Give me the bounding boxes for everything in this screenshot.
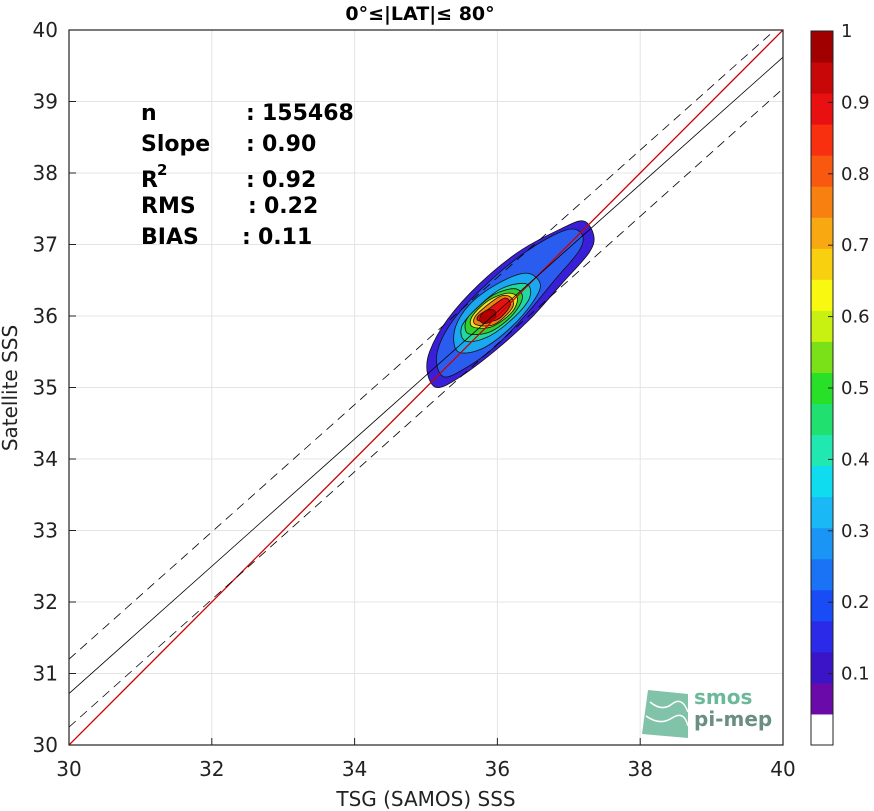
logo-wave (649, 700, 689, 713)
y-tick-label: 36 (33, 304, 58, 328)
colorbar-label: 1 (841, 21, 852, 42)
x-tick-label: 38 (627, 757, 652, 781)
colorbar-label: 0.9 (841, 92, 870, 113)
x-tick-label: 40 (770, 757, 795, 781)
colorbar-label: 0.7 (841, 235, 870, 256)
stat-key: Slope (141, 132, 210, 157)
x-tick-label: 30 (56, 757, 81, 781)
line-regression (69, 56, 783, 694)
colorbar-segment (811, 93, 833, 125)
chart-title: 0°≤|LAT|≤ 80° (345, 3, 494, 25)
colorbar-label: 0.5 (841, 378, 870, 399)
colorbar-segment (811, 372, 833, 405)
colorbar-label: 0.8 (841, 164, 870, 185)
colorbar-segment (811, 558, 833, 591)
logo-wave (645, 714, 689, 727)
line-regression-lower (69, 88, 783, 728)
colorbar-segment (811, 496, 833, 529)
y-axis-label: Satellite SSS (0, 325, 22, 451)
x-axis-ticks: 30 32 34 36 38 40 (56, 738, 796, 781)
colorbar-segment (811, 527, 833, 560)
colorbar-segment (811, 589, 833, 622)
line-one-to-one (69, 30, 783, 745)
logo-mark (642, 690, 688, 738)
y-tick-label: 38 (33, 161, 58, 185)
colorbar: 1 0.9 0.8 0.7 0.6 0.5 0.4 0.3 0.2 0.1 (810, 21, 870, 746)
colorbar-segment (811, 248, 833, 280)
line-regression-upper (69, 30, 776, 660)
colorbar-segment (811, 124, 833, 156)
colorbar-segment (811, 465, 833, 498)
colorbar-segment (811, 155, 833, 187)
colorbar-segment (811, 186, 833, 218)
y-axis-ticks: 30 31 32 33 34 35 36 37 38 39 40 (33, 18, 76, 757)
stat-value: 0.90 (262, 132, 316, 157)
stat-key: R (141, 168, 158, 193)
colorbar-segment (811, 682, 833, 715)
y-tick-label: 34 (33, 447, 58, 471)
colorbar-label: 0.2 (841, 592, 870, 613)
x-tick-label: 36 (485, 757, 510, 781)
stat-value: 0.11 (258, 225, 312, 250)
y-tick-label: 40 (33, 18, 58, 42)
stat-key: RMS (141, 194, 196, 219)
stat-value: 0.92 (262, 168, 316, 193)
y-tick-label: 31 (33, 662, 58, 686)
colorbar-segment (811, 341, 833, 373)
stat-key: n (141, 101, 157, 126)
stat-separator: : (242, 225, 251, 250)
reference-lines (69, 30, 783, 745)
x-tick-label: 32 (199, 757, 224, 781)
y-tick-label: 39 (33, 90, 58, 114)
stat-separator: : (246, 101, 255, 126)
colorbar-segment (811, 217, 833, 249)
stat-separator: : (246, 168, 255, 193)
y-tick-label: 37 (33, 233, 58, 257)
logo-text-pimep: pi-mep (694, 707, 772, 731)
stat-key: BIAS (141, 225, 199, 250)
colorbar-label: 0.1 (841, 664, 870, 685)
colorbar-segment (811, 62, 833, 94)
colorbar-segment (811, 403, 833, 436)
colorbar-label: 0.6 (841, 307, 870, 328)
stat-value: 155468 (262, 101, 354, 126)
logo-text-smos: smos (694, 685, 752, 709)
y-tick-label: 33 (33, 519, 58, 543)
stat-separator: : (246, 132, 255, 157)
y-tick-label: 32 (33, 590, 58, 614)
grid (68, 29, 784, 746)
y-tick-label: 30 (33, 733, 58, 757)
stat-key-superscript: 2 (157, 161, 167, 179)
colorbar-segment (811, 434, 833, 467)
x-tick-label: 34 (342, 757, 367, 781)
colorbar-segment (811, 651, 833, 684)
colorbar-segment (811, 713, 833, 746)
colorbar-segment (811, 620, 833, 653)
colorbar-segment (811, 279, 833, 311)
colorbar-label: 0.4 (841, 449, 870, 470)
stat-value: 0.22 (264, 194, 318, 219)
colorbar-label: 0.3 (841, 521, 870, 542)
colorbar-segment (811, 310, 833, 342)
stat-separator: : (248, 194, 257, 219)
colorbar-segment (811, 31, 833, 63)
x-axis-label: TSG (SAMOS) SSS (335, 787, 515, 811)
y-tick-label: 35 (33, 376, 58, 400)
